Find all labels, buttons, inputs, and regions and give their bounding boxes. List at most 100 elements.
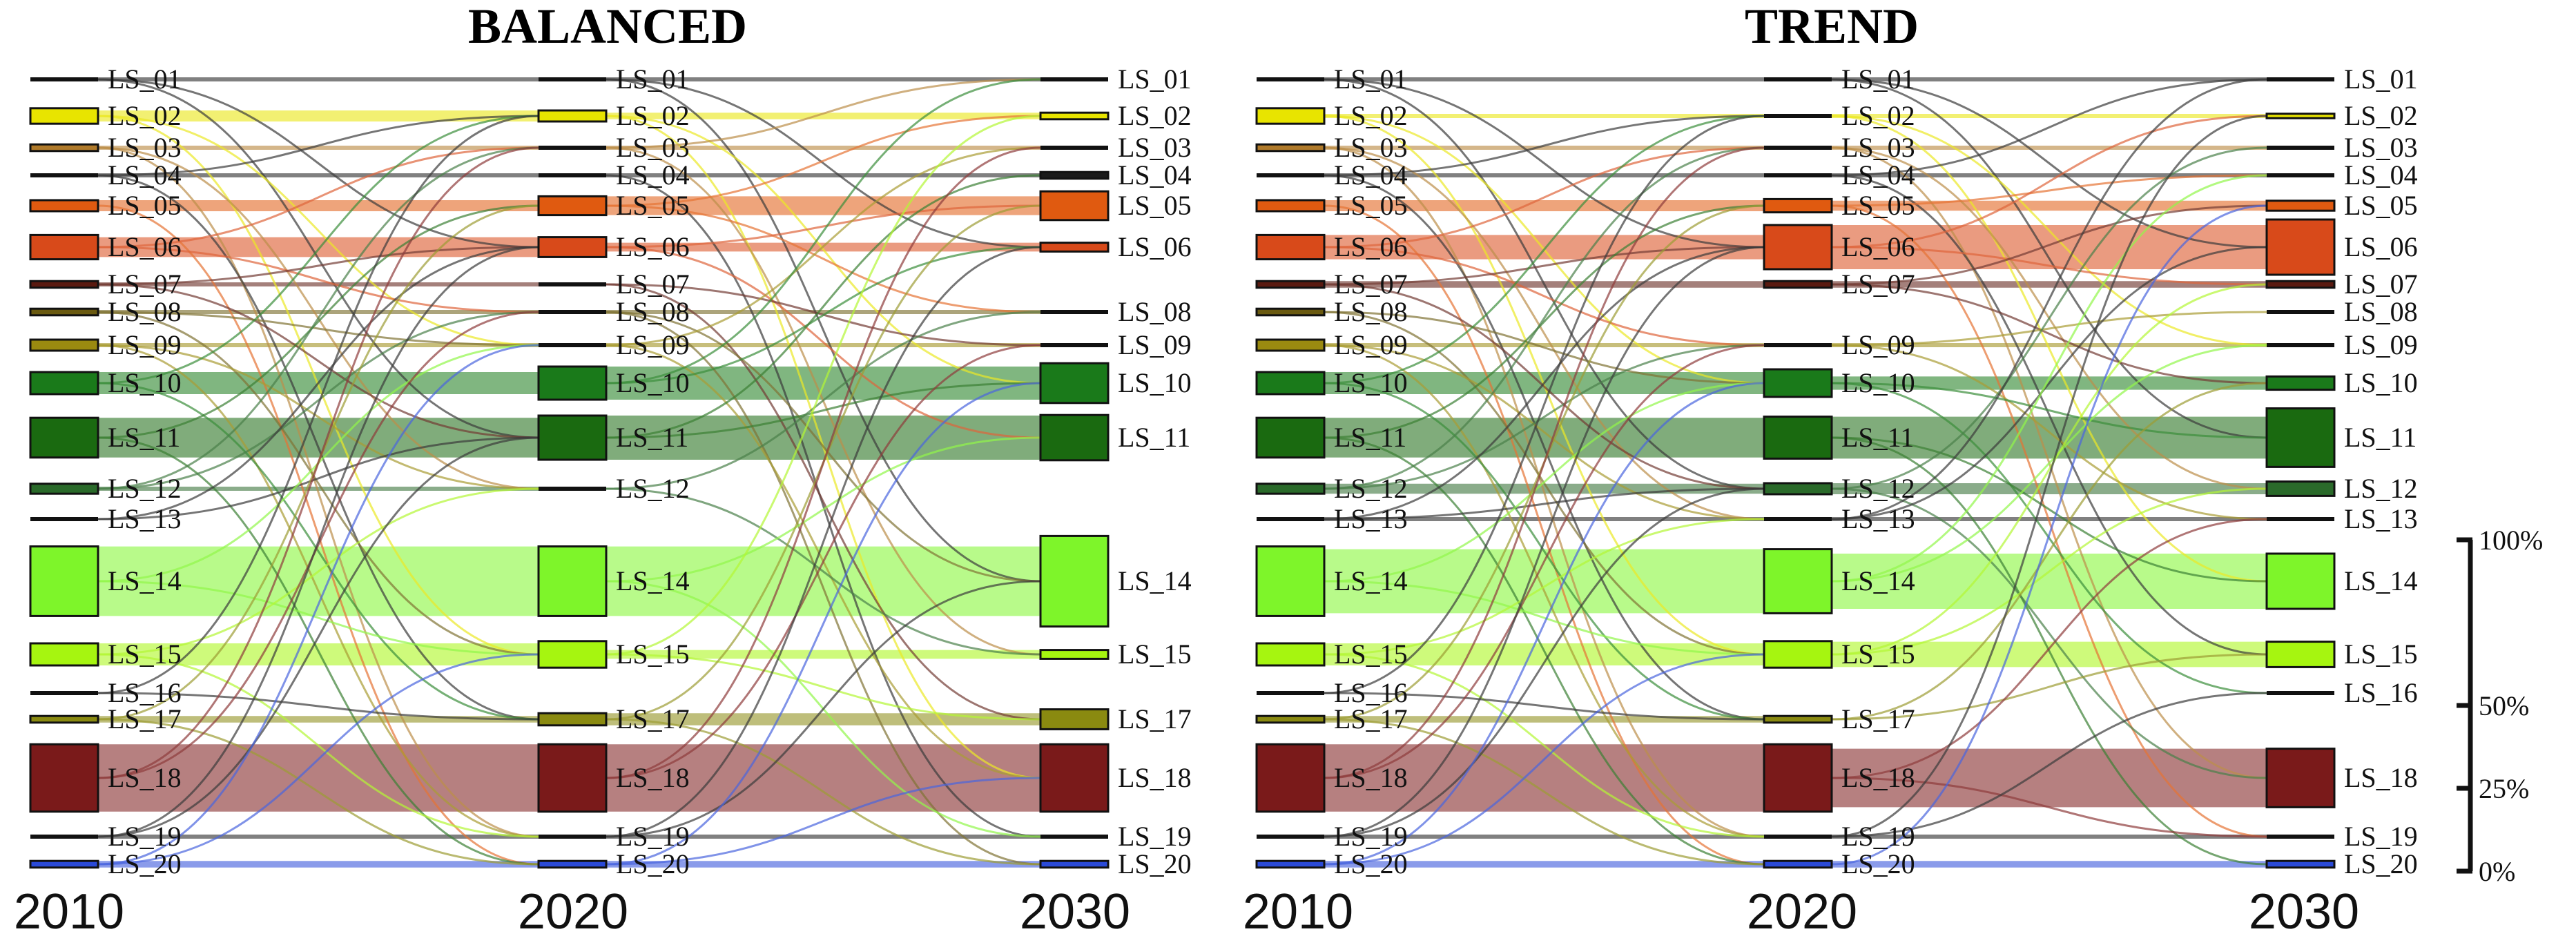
cross-flow bbox=[97, 115, 539, 694]
node-label-ls-17: LS_17 bbox=[1334, 703, 1408, 734]
node-label-ls-08: LS_08 bbox=[108, 296, 182, 327]
node-label-ls-15: LS_15 bbox=[108, 639, 182, 670]
node-ls-16 bbox=[30, 691, 98, 695]
cross-flow bbox=[1324, 487, 1765, 520]
cross-flow bbox=[97, 78, 539, 439]
node-ls-02 bbox=[29, 107, 99, 125]
node-ls-20 bbox=[2265, 859, 2336, 869]
cross-flow bbox=[1831, 115, 2267, 249]
cross-flow bbox=[1324, 718, 1765, 866]
node-label-ls-10: LS_10 bbox=[616, 367, 690, 398]
node-ls-10 bbox=[1763, 368, 1833, 398]
node-label-ls-11: LS_11 bbox=[616, 422, 688, 453]
node-label-ls-17: LS_17 bbox=[616, 703, 690, 734]
node-label-ls-20: LS_20 bbox=[108, 848, 182, 879]
cross-flow bbox=[1831, 204, 2267, 838]
stage-year-label: 2010 bbox=[1243, 884, 1353, 939]
cross-flow bbox=[1324, 653, 1765, 838]
node-ls-05 bbox=[1763, 197, 1833, 214]
node-label-ls-03: LS_03 bbox=[616, 132, 690, 163]
cross-flow bbox=[97, 78, 539, 249]
flows bbox=[97, 77, 1041, 868]
node-label-ls-07: LS_07 bbox=[2344, 269, 2418, 300]
node-ls-09 bbox=[2267, 343, 2334, 347]
node-ls-09 bbox=[539, 343, 606, 347]
cross-flow bbox=[97, 115, 539, 347]
node-ls-06 bbox=[1255, 233, 1326, 261]
node-label-ls-20: LS_20 bbox=[1841, 848, 1915, 879]
cross-flow bbox=[1831, 283, 2267, 656]
node-label-ls-05: LS_05 bbox=[1118, 190, 1192, 221]
cross-flow bbox=[606, 174, 1041, 439]
cross-flow bbox=[1324, 246, 1765, 838]
cross-flow bbox=[1831, 283, 2267, 384]
node-label-ls-01: LS_01 bbox=[1118, 64, 1192, 95]
sankey-panel-trend: TRENDLS_01LS_02LS_03LS_04LS_05LS_06LS_07… bbox=[1243, 0, 2418, 939]
sankey-panel-balanced: BALANCEDLS_01LS_02LS_03LS_04LS_05LS_06LS… bbox=[14, 0, 1192, 939]
cross-flow bbox=[1324, 518, 1765, 656]
node-ls-07 bbox=[1763, 280, 1833, 289]
cross-flow bbox=[1831, 174, 2267, 583]
cross-flow bbox=[97, 311, 539, 490]
node-ls-04 bbox=[1764, 173, 1832, 177]
cross-flow bbox=[1324, 653, 1765, 866]
cross-flow bbox=[606, 246, 1041, 384]
node-ls-11 bbox=[537, 414, 608, 461]
node-label-ls-02: LS_02 bbox=[1334, 100, 1408, 131]
cross-flow bbox=[97, 204, 539, 439]
node-ls-05 bbox=[1255, 199, 1326, 213]
node-label-ls-07: LS_07 bbox=[616, 269, 690, 300]
cross-flow bbox=[606, 246, 1041, 838]
node-label-ls-20: LS_20 bbox=[1334, 848, 1408, 879]
node-ls-16 bbox=[1257, 691, 1324, 695]
node-label-ls-09: LS_09 bbox=[2344, 329, 2418, 360]
cross-flow bbox=[97, 146, 539, 838]
cross-flow bbox=[1324, 692, 1765, 721]
cross-flow bbox=[1831, 436, 2267, 866]
node-ls-01 bbox=[539, 77, 606, 81]
stage-year-label: 2020 bbox=[518, 884, 628, 939]
node-label-ls-05: LS_05 bbox=[108, 190, 182, 221]
node-label-ls-08: LS_08 bbox=[1118, 296, 1192, 327]
cross-flow bbox=[1324, 78, 1765, 249]
cross-flow bbox=[1324, 580, 1765, 656]
cross-flow bbox=[97, 246, 539, 520]
node-label-ls-12: LS_12 bbox=[108, 473, 182, 504]
node-ls-08 bbox=[1255, 307, 1326, 317]
node-label-ls-02: LS_02 bbox=[2344, 100, 2418, 131]
chart-title: BALANCED bbox=[468, 0, 747, 54]
cross-flow bbox=[97, 487, 539, 656]
node-label-ls-20: LS_20 bbox=[616, 848, 690, 879]
node-ls-14 bbox=[1763, 548, 1833, 614]
node-ls-08 bbox=[29, 307, 99, 317]
cross-flow bbox=[1324, 311, 1765, 384]
node-ls-19 bbox=[1764, 835, 1832, 839]
node-label-ls-15: LS_15 bbox=[1118, 639, 1192, 670]
cross-flow bbox=[97, 311, 539, 656]
node-ls-11 bbox=[2265, 407, 2336, 468]
node-ls-15 bbox=[2265, 641, 2336, 668]
cross-flow bbox=[1831, 653, 2267, 721]
node-label-ls-14: LS_14 bbox=[1841, 565, 1915, 596]
node-label-ls-19: LS_19 bbox=[616, 821, 690, 852]
cross-flow bbox=[606, 204, 1041, 249]
node-ls-12 bbox=[2265, 480, 2336, 497]
node-label-ls-02: LS_02 bbox=[1118, 100, 1192, 131]
node-label-ls-18: LS_18 bbox=[2344, 762, 2418, 793]
cross-flow bbox=[606, 78, 1041, 249]
node-ls-14 bbox=[2265, 552, 2336, 610]
cross-flow bbox=[606, 146, 1041, 779]
cross-flow bbox=[1831, 115, 2267, 347]
cross-flow bbox=[606, 204, 1041, 313]
node-label-ls-05: LS_05 bbox=[1841, 190, 1915, 221]
node-ls-03 bbox=[1764, 146, 1832, 150]
cross-flow bbox=[1324, 283, 1765, 490]
cross-flow bbox=[606, 174, 1041, 838]
stage-year-label: 2020 bbox=[1747, 884, 1857, 939]
node-ls-06 bbox=[537, 236, 608, 258]
cross-flow bbox=[1324, 115, 1765, 694]
stage-year-label: 2030 bbox=[2249, 884, 2359, 939]
node-ls-14 bbox=[537, 545, 608, 617]
